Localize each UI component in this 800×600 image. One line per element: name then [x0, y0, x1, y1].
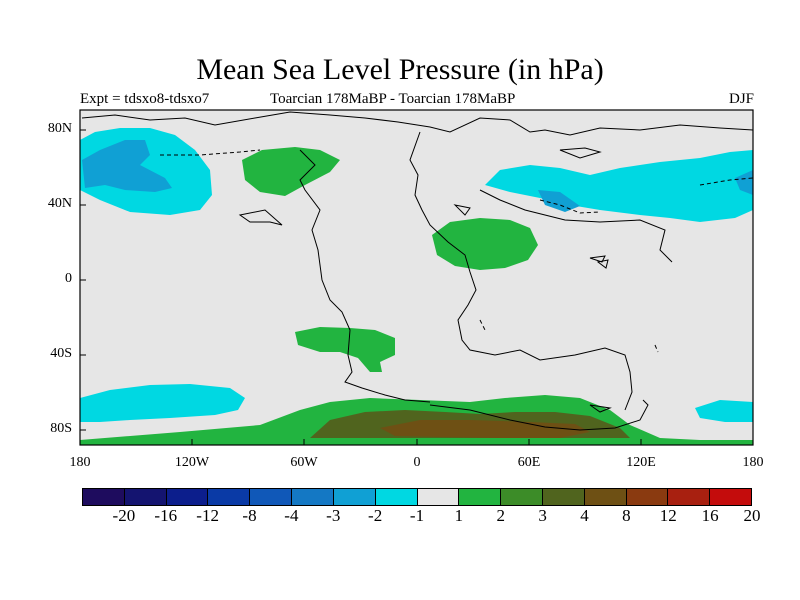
colorbar-swatch	[459, 489, 502, 505]
colorbar-label: 16	[701, 506, 719, 525]
colorbar-swatch	[668, 489, 711, 505]
green-region-south-america	[295, 327, 395, 372]
colorbar	[82, 488, 752, 506]
colorbar-swatch	[501, 489, 543, 505]
lat-tick-80s: 80S	[50, 421, 72, 436]
colorbar-label: -4	[284, 506, 299, 525]
blue-region-northwest	[82, 140, 172, 192]
lat-tick-80n: 80N	[47, 121, 72, 136]
colorbar-label: -8	[242, 506, 257, 525]
colorbar-label: 20	[743, 506, 761, 525]
colorbar-swatch	[626, 489, 669, 505]
period-label: Toarcian 178MaBP - Toarcian 178MaBP	[270, 91, 516, 107]
blue-region-east-edge	[735, 170, 753, 195]
colorbar-swatch	[166, 489, 209, 505]
lon-tick-0: 0	[413, 455, 421, 470]
colorbar-label: 8	[622, 506, 631, 525]
lat-tick-40n: 40N	[47, 196, 72, 211]
colorbar-label: 2	[496, 506, 506, 525]
colorbar-label: -20	[112, 506, 136, 525]
axis-ticks	[79, 129, 754, 445]
colorbar-swatch	[710, 489, 751, 505]
map-fields	[80, 110, 753, 445]
lon-tick-60e: 60E	[517, 455, 541, 470]
green-region-tethys	[432, 218, 538, 270]
colorbar-label: -3	[326, 506, 341, 525]
lon-tick-120e: 120E	[626, 455, 656, 470]
experiment-label: Expt = tdsxo8-tdsxo7	[80, 91, 210, 107]
colorbar-swatch	[208, 489, 251, 505]
green-region-north-america	[242, 147, 340, 196]
cyan-region-northeast	[485, 150, 753, 222]
colorbar-swatch	[124, 489, 167, 505]
colorbar-label: -2	[368, 506, 383, 525]
colorbar-label: 4	[580, 506, 589, 525]
colorbar-swatch	[542, 489, 585, 505]
season-label: DJF	[728, 91, 754, 107]
colorbar-swatch	[584, 489, 627, 505]
coastlines	[81, 111, 753, 431]
colorbar-swatch	[417, 489, 460, 505]
palaeo-shorelines	[160, 149, 753, 353]
colorbar-label: -1	[409, 506, 425, 525]
blue-region-northeast	[538, 190, 580, 212]
lon-tick-60w: 60W	[290, 455, 318, 470]
colorbar-label: 12	[659, 506, 677, 525]
colorbar-swatch	[250, 489, 293, 505]
cyan-region-southeast	[695, 400, 753, 422]
colorbar-label: 3	[538, 506, 547, 525]
lat-tick-40s: 40S	[50, 346, 72, 361]
colorbar-label: 1	[454, 506, 464, 525]
colorbar-swatch	[292, 489, 334, 505]
lat-tick-0: 0	[65, 271, 72, 286]
colorbar-swatch	[375, 489, 418, 505]
cyan-region-south-pacific	[80, 384, 245, 422]
colorbar-swatch	[333, 489, 376, 505]
colorbar-swatch	[83, 489, 125, 505]
brown-region-south-polar	[380, 420, 590, 438]
lon-tick-180w: 180	[69, 455, 91, 470]
colorbar-label: -16	[154, 506, 178, 525]
lon-tick-180e: 180	[742, 455, 764, 470]
lon-tick-120w: 120W	[174, 455, 210, 470]
chart-title: Mean Sea Level Pressure (in hPa)	[196, 53, 604, 86]
colorbar-label: -12	[196, 506, 219, 525]
